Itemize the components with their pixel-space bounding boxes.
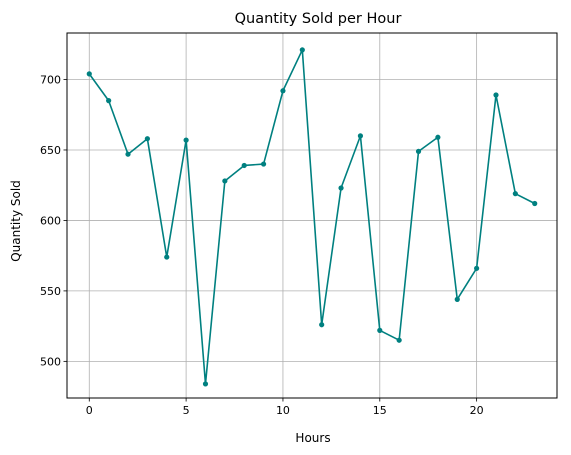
data-point: [338, 185, 344, 191]
data-series: [86, 47, 538, 387]
data-point: [474, 265, 480, 271]
y-tick-label: 650: [40, 144, 61, 157]
data-point: [280, 88, 286, 94]
data-point: [396, 337, 402, 343]
data-point: [202, 381, 209, 387]
data-point: [357, 133, 364, 139]
data-point: [532, 200, 538, 207]
data-point: [183, 137, 189, 143]
data-point: [241, 162, 247, 169]
data-point: [125, 151, 131, 157]
x-axis-label: Hours: [295, 431, 330, 445]
data-point: [454, 296, 460, 302]
chart-title: Quantity Sold per Hour: [235, 11, 402, 27]
data-point: [435, 134, 441, 140]
data-point: [493, 92, 499, 98]
data-point: [144, 136, 150, 142]
data-point: [319, 322, 325, 328]
data-point: [415, 148, 422, 154]
x-tick-label: 5: [183, 404, 190, 417]
x-tick-label: 10: [276, 404, 290, 417]
data-point: [512, 191, 518, 197]
grid: [67, 33, 557, 398]
y-axis-label: Quantity Sold: [9, 180, 23, 262]
x-tick-label: 0: [86, 404, 93, 417]
series-line: [88, 49, 536, 385]
data-point: [260, 161, 267, 167]
x-tick-label: 20: [470, 404, 484, 417]
data-point: [299, 47, 305, 53]
y-tick-label: 500: [40, 355, 61, 368]
y-tick-label: 700: [40, 74, 61, 87]
data-point: [377, 327, 383, 333]
data-point: [164, 254, 170, 260]
y-tick-label: 550: [40, 285, 61, 298]
data-point: [86, 71, 92, 77]
plot-frame: [66, 32, 558, 399]
x-tick-label: 15: [373, 404, 387, 417]
data-point: [106, 98, 112, 104]
axis-ticks: 0 5 10 15 20 500 550 600 650 700: [40, 74, 484, 417]
data-point: [222, 178, 228, 184]
y-tick-label: 600: [40, 214, 61, 227]
